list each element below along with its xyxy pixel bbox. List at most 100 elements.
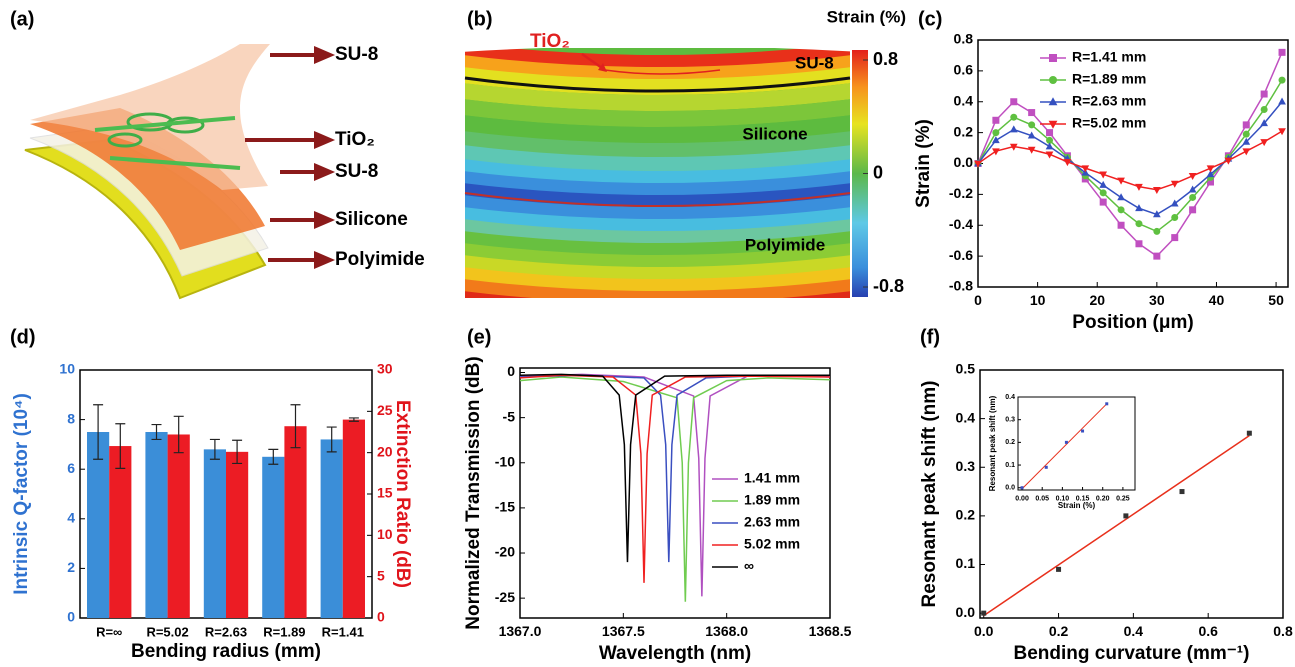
y2-axis-label: Extinction Ratio (dB): [392, 400, 413, 588]
y-tick-label: 0.4: [1005, 394, 1015, 401]
y-tick-label: 0.5: [956, 361, 976, 377]
legend-label: R=1.41 mm: [1072, 49, 1146, 65]
point: [1020, 486, 1024, 490]
bar: [167, 434, 190, 618]
y-tick-label: 0.2: [1005, 439, 1015, 446]
point: [1010, 98, 1018, 106]
point: [992, 148, 1000, 156]
point: [1242, 137, 1251, 145]
point: [1044, 465, 1048, 469]
error-bar: [115, 423, 126, 469]
x-tick-label: 20: [1089, 292, 1105, 308]
point: [1063, 159, 1072, 167]
legend-label: R=5.02 mm: [1072, 115, 1146, 131]
y-axis-label: Strain (%): [913, 119, 934, 208]
y-tick-label: 2: [67, 559, 75, 575]
strain-map: [465, 48, 850, 298]
panel-label: (b): [467, 8, 493, 30]
strain-band: [465, 195, 850, 223]
bar: [87, 432, 110, 618]
x-tick-label: 0.15: [1076, 495, 1090, 502]
point: [1206, 170, 1215, 178]
tio2-arrow-head: [598, 63, 607, 72]
series-line: [519, 373, 830, 563]
legend-marker: [1048, 97, 1058, 106]
y-axis-label: Intrinsic Q-factor (10⁴): [11, 393, 32, 595]
point: [1135, 183, 1143, 191]
bar: [203, 449, 226, 618]
point: [1278, 76, 1286, 84]
strain-band: [465, 83, 850, 111]
y2-tick-label: 5: [377, 567, 385, 583]
x-tick-label: 10: [1030, 292, 1046, 308]
point: [1117, 193, 1125, 201]
y-tick-label: 0.6: [954, 62, 974, 78]
point: [1189, 206, 1197, 214]
point: [1242, 121, 1250, 129]
point: [1099, 189, 1107, 197]
strain-band: [465, 99, 850, 127]
x-tick-label: 0.6: [1198, 623, 1218, 639]
device-illustration: [24, 44, 336, 300]
legend-label: R=1.89 mm: [1072, 71, 1146, 87]
point: [1135, 204, 1143, 212]
y-tick-label: 0.4: [956, 409, 976, 425]
point: [1260, 105, 1268, 113]
x-axis-label: Bending radius (mm): [131, 641, 321, 662]
x-tick-label: R=∞: [96, 624, 122, 639]
legend-label: 1.89 mm: [744, 492, 800, 508]
legend-label: 2.63 mm: [744, 514, 800, 530]
bar: [226, 451, 249, 618]
error-bar: [290, 404, 301, 449]
series-line: [519, 376, 831, 602]
x-axis-label: Strain (%): [1058, 501, 1096, 510]
point: [1099, 171, 1108, 179]
legend-marker: [1048, 120, 1058, 129]
plot-frame: [519, 367, 831, 619]
bar: [262, 456, 285, 618]
strain-band: [465, 231, 850, 259]
bar: [320, 439, 343, 618]
tio2-layer: [604, 69, 721, 75]
layer-label: TiO₂: [335, 129, 375, 150]
map-label: SU-8: [795, 53, 834, 72]
strain-band: [465, 219, 850, 247]
point: [1153, 227, 1161, 235]
y-tick-label: 8: [67, 410, 75, 426]
legend-label: R=2.63 mm: [1072, 93, 1146, 109]
point: [1010, 113, 1018, 121]
point: [1171, 234, 1179, 242]
series-line: [977, 101, 1283, 216]
x-tick-label: 1368.5: [809, 623, 852, 639]
bar: [109, 446, 132, 618]
point: [1117, 221, 1125, 229]
map-label: Polyimide: [745, 235, 825, 254]
x-axis-label: Position (μm): [1072, 312, 1193, 333]
bar: [342, 419, 365, 618]
map-label: Silicone: [742, 124, 807, 143]
strain-band: [465, 159, 850, 187]
x-tick-label: 40: [1209, 292, 1225, 308]
bar: [284, 426, 307, 618]
point: [1246, 430, 1252, 436]
tio2-arrow: [581, 52, 603, 70]
error-bar: [173, 415, 184, 454]
point: [1188, 173, 1197, 181]
point: [992, 116, 1000, 124]
layer-label: Polyimide: [335, 249, 425, 270]
panel-label: (f): [920, 326, 940, 348]
y-tick-label: -0.6: [949, 247, 973, 263]
error-bar: [348, 417, 359, 422]
point: [1260, 90, 1268, 98]
point: [1045, 151, 1054, 159]
point: [1028, 109, 1036, 117]
layer-label: SU-8: [335, 161, 378, 182]
point: [1170, 199, 1179, 207]
strain-band: [465, 207, 850, 235]
x-tick-label: R=1.89: [263, 624, 305, 639]
x-axis-label: Bending curvature (mm⁻¹): [1014, 643, 1250, 664]
point: [1105, 402, 1109, 406]
y2-tick-label: 25: [377, 402, 393, 418]
plot-frame: [979, 369, 1284, 619]
